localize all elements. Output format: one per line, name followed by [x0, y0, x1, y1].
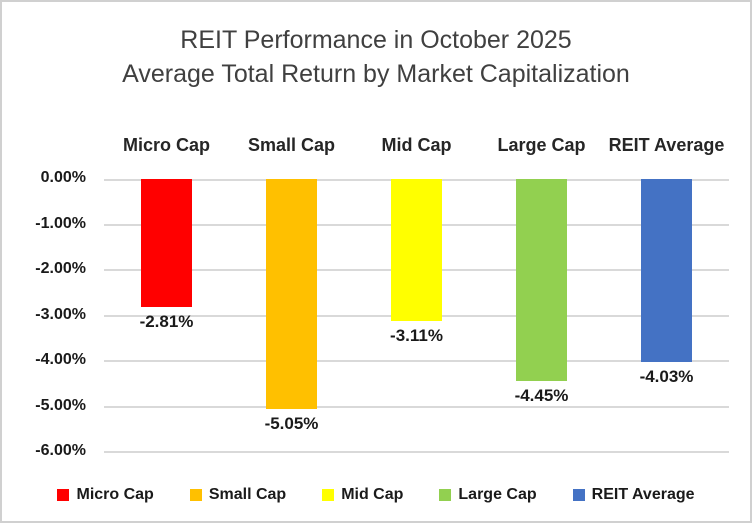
category-label: REIT Average	[608, 135, 725, 155]
bar-value-label: -4.03%	[639, 367, 694, 387]
category-label: Large Cap	[497, 135, 586, 155]
bar-value-label: -3.11%	[390, 325, 443, 345]
category-label: Small Cap	[247, 135, 336, 155]
gridline	[104, 360, 729, 362]
plot-area: -2.81% -5.05% -3.11% -4.45% -4.03%	[104, 179, 729, 453]
y-tick-label: -4.00%	[35, 351, 86, 368]
legend-item: REIT Average	[572, 486, 695, 504]
gridline	[104, 451, 729, 453]
legend-label: Large Cap	[458, 486, 537, 503]
bar	[391, 179, 442, 321]
legend-label: Mid Cap	[341, 486, 404, 503]
bar-value-label: -2.81%	[139, 311, 194, 331]
y-axis-labels: 0.00% -1.00% -2.00% -3.00% -4.00% -5.00% -6.00…	[2, 169, 86, 459]
legend-label: Micro Cap	[76, 486, 154, 503]
legend: Micro Cap Small Cap Mid Cap Large Cap REIT A…	[2, 486, 750, 504]
legend-swatch	[322, 489, 335, 501]
legend-label: REIT Average	[591, 486, 695, 503]
bar	[641, 179, 692, 363]
y-tick-label: -5.00%	[35, 396, 86, 414]
y-tick-label: -2.00%	[35, 260, 86, 277]
legend-swatch	[57, 489, 70, 501]
legend-swatch	[439, 489, 452, 501]
category-label: Mid Cap	[381, 135, 452, 155]
gridline	[104, 405, 729, 408]
legend-label: Small Cap	[208, 486, 287, 503]
legend-item: Mid Cap	[322, 486, 403, 504]
y-tick-label: -1.00%	[35, 214, 86, 232]
legend-item: Small Cap	[189, 486, 287, 504]
legend-item: Micro Cap	[57, 486, 154, 504]
y-tick-label: -3.00%	[35, 305, 86, 323]
bar-value-label: -5.05%	[264, 413, 319, 433]
chart-subtitle: Average Total Return by Market Capitaliz…	[122, 60, 630, 88]
legend-swatch	[572, 489, 585, 501]
bar-value-label: -4.45%	[514, 386, 569, 406]
bar	[141, 179, 192, 307]
bar	[516, 179, 567, 382]
chart-title: REIT Performance in October 2025	[180, 26, 572, 54]
y-tick-label: 0.00%	[40, 169, 86, 186]
legend-swatch	[189, 489, 202, 501]
chart-title-block: REIT Performance in October 2025 Average…	[2, 23, 750, 91]
category-label: Micro Cap	[122, 135, 210, 155]
legend-item: Large Cap	[439, 486, 537, 504]
bar	[266, 179, 317, 409]
y-tick-label: -6.00%	[35, 442, 86, 459]
